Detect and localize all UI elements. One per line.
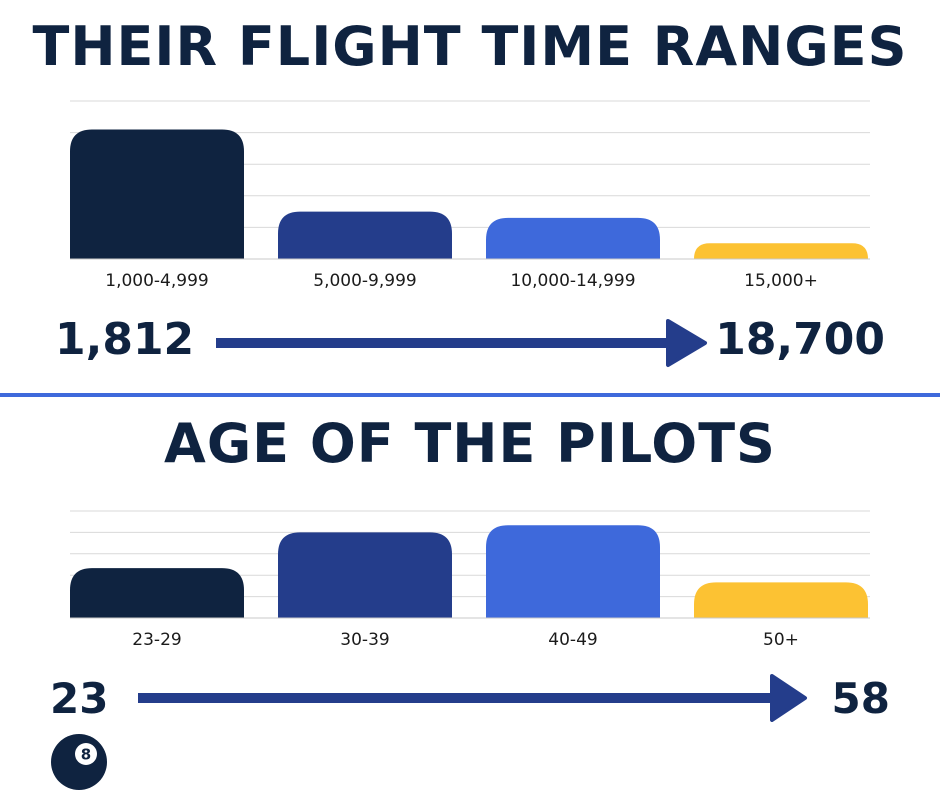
pilot-age-title: AGE OF THE PILOTS (164, 412, 776, 475)
arrow-shaft (138, 693, 778, 703)
arrow-head (666, 319, 707, 367)
bar-3 (486, 525, 660, 618)
flight-time-chart: 1,000-4,999 5,000-9,999 10,000-14,999 15,00… (70, 100, 870, 291)
bar-2 (278, 532, 452, 618)
arrow-shaft (216, 338, 676, 348)
pilot-age-range-arrow (138, 674, 807, 722)
flight-time-title: THEIR FLIGHT TIME RANGES (32, 15, 908, 78)
bar-3 (486, 217, 660, 259)
flight-time-max: 18,700 (715, 314, 885, 365)
flight-time-range-arrow (216, 319, 707, 367)
category-label: 40-49 (548, 630, 597, 650)
pilot-age-chart: 23-29 30-39 40-49 50+ (70, 510, 870, 650)
bar-4 (694, 243, 868, 259)
arrow-head (770, 674, 807, 722)
category-label: 1,000-4,999 (105, 271, 208, 291)
pilot-age-max: 58 (831, 674, 890, 723)
category-label: 15,000+ (744, 271, 818, 291)
pilot-age-min: 23 (50, 674, 109, 723)
bar-1 (70, 568, 244, 618)
category-label: 23-29 (132, 630, 181, 650)
section-divider (0, 393, 940, 397)
eight-ball-glyph: 8 (81, 746, 91, 764)
eight-ball-icon: 8 (51, 734, 107, 790)
flight-time-min: 1,812 (55, 314, 195, 365)
bar-4 (694, 582, 868, 618)
category-label: 30-39 (340, 630, 389, 650)
bar-1 (70, 129, 244, 259)
category-label: 5,000-9,999 (313, 271, 416, 291)
bar-2 (278, 211, 452, 259)
category-label: 50+ (763, 630, 799, 650)
category-label: 10,000-14,999 (510, 271, 635, 291)
